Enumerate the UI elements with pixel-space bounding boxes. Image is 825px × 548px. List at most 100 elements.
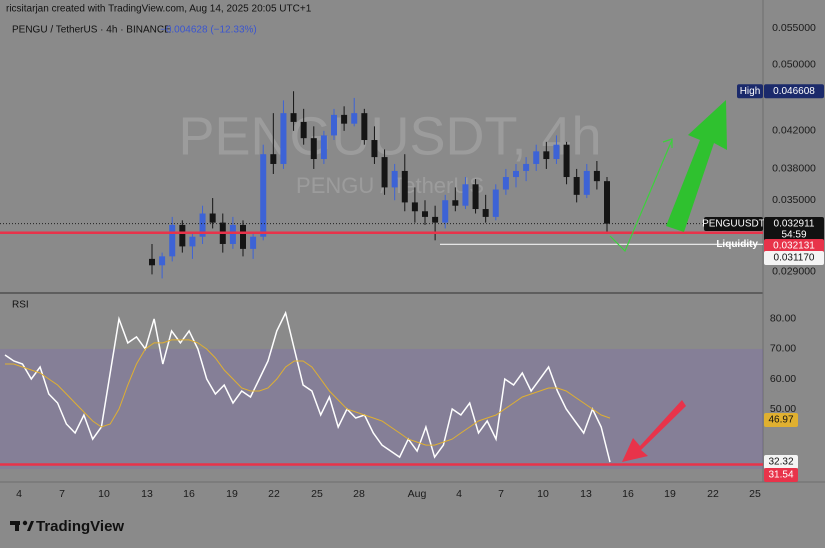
projection-arrowhead — [662, 138, 673, 148]
rsi-line — [5, 339, 611, 446]
candle-body — [280, 113, 287, 164]
bearish-arrow — [622, 400, 686, 462]
candle-body — [351, 113, 358, 124]
candle-body — [472, 184, 479, 210]
candle-body — [583, 170, 590, 195]
countdown: 54:59 — [781, 230, 806, 241]
liquidity-price-box — [764, 251, 824, 265]
candle-body — [179, 224, 186, 247]
x-tick-label: 22 — [707, 488, 719, 500]
high-name: High — [740, 86, 761, 97]
candle-body — [189, 236, 196, 247]
rsi-title: RSI — [12, 300, 29, 311]
x-tick-label: 13 — [141, 488, 153, 500]
rsi-line — [4, 310, 611, 463]
candle-body — [593, 170, 600, 182]
candle-body — [270, 154, 277, 164]
candle-body — [169, 224, 176, 257]
candle-body — [543, 151, 550, 160]
x-tick-label: 10 — [98, 488, 110, 500]
brand: TradingView — [36, 518, 124, 535]
y-tick-label: 80.00 — [770, 313, 796, 325]
candle-body — [290, 113, 297, 122]
candle-body — [300, 121, 307, 139]
x-tick-label: Aug — [408, 488, 427, 500]
candle-body — [320, 135, 327, 160]
ma-value: 46.97 — [768, 415, 793, 426]
candle-body — [563, 144, 570, 178]
high-price-box — [764, 84, 824, 99]
x-tick-label: 4 — [16, 488, 22, 500]
candle-body — [523, 163, 530, 171]
candle-body — [452, 200, 459, 206]
candle-body — [341, 114, 348, 124]
candle-body — [159, 256, 166, 266]
candle-body — [533, 151, 540, 164]
candle-body — [492, 189, 499, 217]
high-name-box — [737, 84, 763, 99]
candle-body — [411, 202, 418, 212]
x-tick-label: 13 — [580, 488, 592, 500]
y-tick-label: 0.042000 — [772, 125, 816, 137]
candle-body — [331, 114, 337, 136]
rsi-value: 32.32 — [768, 457, 793, 468]
candle-body — [149, 258, 155, 266]
candle-body — [209, 213, 216, 223]
y-tick-label: 60.00 — [770, 373, 796, 385]
x-tick-label: 4 — [456, 488, 462, 500]
last-name-box — [704, 217, 763, 231]
x-tick-label: 16 — [622, 488, 634, 500]
x-tick-label: 10 — [537, 488, 549, 500]
x-tick-label: 7 — [498, 488, 504, 500]
liquidity-label: Liquidity — [716, 239, 758, 250]
credit: ricsitarjan created with TradingView.com… — [6, 4, 312, 15]
support-price: 0.032131 — [773, 241, 815, 252]
candle-body — [391, 170, 398, 188]
candle-body — [573, 177, 580, 195]
bullish-arrow — [666, 100, 727, 232]
x-tick-label: 7 — [59, 488, 65, 500]
x-tick-label: 16 — [183, 488, 195, 500]
x-tick-label: 22 — [268, 488, 280, 500]
x-tick-label: 19 — [664, 488, 676, 500]
countdown-box — [764, 228, 824, 242]
y-tick-label: 0.055000 — [772, 22, 816, 34]
candle-body — [513, 170, 519, 178]
candle-body — [432, 216, 439, 223]
candle-body — [502, 177, 509, 190]
logo-mark — [27, 521, 34, 531]
plot: 4 7 10 13 16 19 22 25 28 Aug 4 7 10 13 16 19 22 25 0.02900… — [0, 22, 824, 500]
level-value-box — [764, 468, 798, 482]
y-tick-label: 70.00 — [770, 343, 796, 355]
last-name: PENGUUSDT — [702, 219, 765, 230]
logo-mark — [15, 521, 19, 531]
level-value: 31.54 — [768, 470, 793, 481]
projection-line — [609, 139, 673, 253]
candle-body — [553, 144, 560, 160]
candle-body — [422, 211, 428, 217]
candle-body — [604, 181, 610, 224]
watermark-pair: PENGU / TetherUS — [296, 173, 484, 198]
y-tick-label: 50.00 — [770, 403, 796, 415]
y-tick-label: 0.038000 — [772, 163, 816, 175]
candle-body — [229, 224, 236, 244]
x-tick-label: 28 — [353, 488, 365, 500]
candle-body — [371, 140, 378, 158]
candle-body — [240, 224, 246, 249]
candle-body — [462, 184, 469, 206]
candle-body — [361, 113, 368, 141]
candle-body — [381, 157, 388, 188]
x-tick-label: 25 — [749, 488, 761, 500]
y-tick-label: 0.035000 — [772, 194, 816, 206]
rsi-band — [0, 348, 763, 470]
candle-body — [401, 170, 408, 203]
candle-body — [250, 236, 257, 249]
change: −0.004628 (−12.33%) — [160, 25, 257, 36]
y-tick-label: 0.050000 — [772, 58, 816, 70]
high-price: 0.046608 — [773, 86, 815, 97]
ma-value-box — [764, 413, 798, 427]
brand-logo: TradingView — [10, 518, 124, 535]
last-price-box — [764, 217, 824, 231]
